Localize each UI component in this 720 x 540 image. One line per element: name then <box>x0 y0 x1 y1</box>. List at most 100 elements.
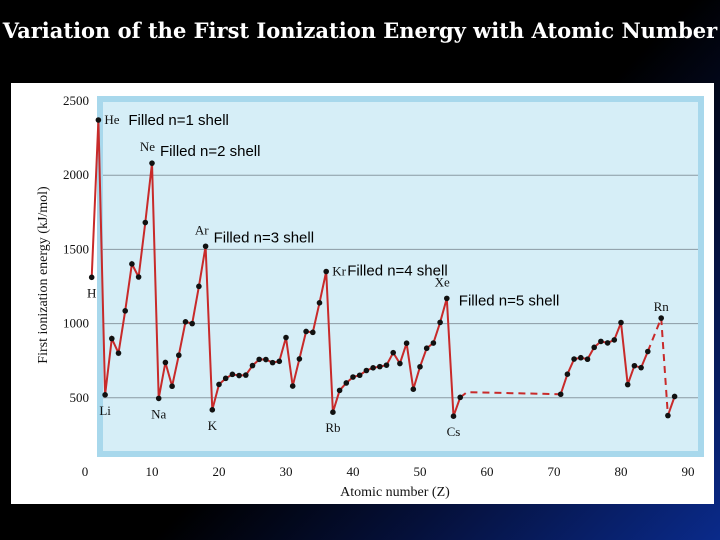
data-point <box>397 360 403 367</box>
element-label: Rb <box>325 420 340 435</box>
data-point <box>276 358 283 365</box>
data-point <box>564 371 571 378</box>
y-tick-label: 1000 <box>63 316 89 331</box>
data-point <box>222 375 229 382</box>
data-point <box>216 381 222 388</box>
data-point <box>390 349 397 356</box>
data-point <box>571 356 577 362</box>
data-point <box>109 335 115 342</box>
x-tick-label: 40 <box>347 464 360 479</box>
data-point <box>310 329 316 336</box>
data-point <box>316 300 323 306</box>
data-point <box>444 295 450 302</box>
x-tick-label: 60 <box>481 464 494 479</box>
data-point <box>671 393 678 400</box>
shell-annotation: Filled n=1 shell <box>128 112 228 129</box>
data-point <box>162 359 169 366</box>
data-point <box>363 367 370 374</box>
shell-annotation: Filled n=2 shell <box>160 143 260 160</box>
data-point <box>269 359 276 366</box>
data-point <box>356 372 363 379</box>
x-axis-label: Atomic number (Z) <box>340 485 450 500</box>
x-tick-label: 80 <box>615 464 628 479</box>
data-point <box>149 160 155 166</box>
element-label: H <box>87 285 96 300</box>
data-point <box>189 320 195 327</box>
chart-figure: 500 1000 1500 2000 2500 0 10 20 30 40 50 60 70 80 90 … <box>11 83 714 504</box>
x-tick-label: 70 <box>548 464 561 479</box>
data-point <box>88 274 95 281</box>
data-point <box>176 352 182 359</box>
data-point <box>624 381 631 388</box>
element-label: Ne <box>140 139 155 154</box>
data-point <box>430 340 437 346</box>
y-tick-label: 1500 <box>63 241 89 256</box>
y-axis-label: First ionization energy (kJ/mol) <box>36 186 51 364</box>
element-label: He <box>104 112 119 127</box>
data-point <box>631 362 638 369</box>
x-tick-label: 20 <box>213 464 226 479</box>
data-point <box>323 268 330 275</box>
data-point <box>343 380 350 386</box>
data-point <box>182 319 189 325</box>
y-tick-label: 500 <box>70 390 90 405</box>
data-point <box>578 354 584 361</box>
data-point <box>410 386 417 392</box>
data-point <box>155 395 162 402</box>
data-point <box>336 387 343 394</box>
data-point <box>95 117 102 123</box>
data-point <box>249 362 256 369</box>
data-point <box>417 363 423 370</box>
data-point <box>283 334 289 341</box>
data-point <box>142 219 149 226</box>
element-label: Kr <box>332 264 346 279</box>
data-point <box>591 344 597 351</box>
x-tick-label: 50 <box>414 464 427 479</box>
data-point <box>243 372 249 378</box>
data-point <box>122 308 128 314</box>
x-tick-label: 0 <box>82 464 89 479</box>
data-point <box>196 283 202 290</box>
y-tick-label: 2000 <box>63 167 89 182</box>
series-line-4 <box>666 396 676 416</box>
plot-area <box>103 102 698 451</box>
data-point <box>638 364 644 371</box>
shell-annotation: Filled n=4 shell <box>347 263 447 280</box>
element-label: K <box>208 418 218 433</box>
data-point <box>645 348 651 355</box>
element-label: Ar <box>195 222 209 237</box>
data-point <box>403 340 410 346</box>
data-point <box>209 407 216 413</box>
data-point <box>135 274 142 280</box>
shell-annotation: Filled n=5 shell <box>459 292 559 309</box>
data-point <box>115 350 122 356</box>
data-point <box>102 392 108 398</box>
data-point <box>229 371 236 378</box>
data-point <box>256 356 262 363</box>
data-point <box>377 363 383 370</box>
element-label: Li <box>99 403 111 418</box>
data-point <box>289 383 296 389</box>
data-point <box>598 338 604 345</box>
data-point <box>330 409 336 415</box>
data-point <box>604 340 611 346</box>
data-point <box>129 261 135 267</box>
data-point <box>370 365 376 371</box>
data-point <box>303 328 309 335</box>
data-point <box>437 319 443 326</box>
data-point <box>665 412 671 419</box>
data-point <box>611 337 618 343</box>
shell-annotation: Filled n=3 shell <box>214 229 314 246</box>
element-label: Rn <box>654 299 670 314</box>
data-point <box>236 372 242 379</box>
slide-title: Variation of the First Ionization Energy… <box>2 18 718 43</box>
data-point <box>350 374 356 380</box>
x-tick-label: 90 <box>682 464 695 479</box>
data-point <box>169 383 175 390</box>
x-tick-label: 10 <box>146 464 159 479</box>
data-point <box>383 362 390 368</box>
data-point <box>457 394 464 401</box>
data-point <box>618 319 624 326</box>
data-point <box>658 315 664 321</box>
